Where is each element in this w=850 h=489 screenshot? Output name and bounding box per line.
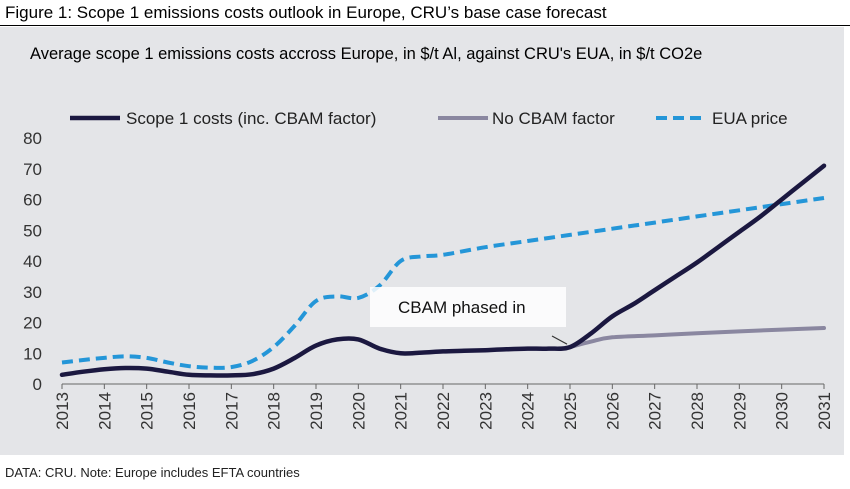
figure-title: Figure 1: Scope 1 emissions costs outloo… bbox=[5, 3, 607, 22]
x-tick-label: 2016 bbox=[180, 392, 199, 430]
x-tick-label: 2022 bbox=[434, 392, 453, 430]
chart-legend: Scope 1 costs (inc. CBAM factor) No CBAM … bbox=[70, 109, 788, 128]
legend-label-scope-1-costs-inc-cbam-factor: Scope 1 costs (inc. CBAM factor) bbox=[126, 109, 376, 128]
series-line-scope-1-costs-inc-cbam-factor bbox=[59, 163, 827, 378]
x-tick-label: 2017 bbox=[222, 392, 241, 430]
source-note: DATA: CRU. Note: Europe includes EFTA co… bbox=[5, 465, 300, 480]
x-tick-label: 2028 bbox=[688, 392, 707, 430]
annotation-pointer bbox=[551, 335, 568, 345]
y-tick-label: 50 bbox=[23, 221, 42, 240]
x-tick-label: 2025 bbox=[561, 392, 580, 430]
x-tick-label: 2020 bbox=[349, 392, 368, 430]
y-tick-label: 10 bbox=[23, 344, 42, 363]
y-tick-label: 30 bbox=[23, 283, 42, 302]
x-tick-label: 2031 bbox=[815, 392, 834, 430]
legend-label-eua-price: EUA price bbox=[712, 109, 788, 128]
y-tick-label: 70 bbox=[23, 160, 42, 179]
annotation-cbam-phased-in: CBAM phased in bbox=[398, 298, 526, 317]
x-tick-label: 2029 bbox=[730, 392, 749, 430]
chart-series bbox=[59, 163, 827, 378]
x-tick-label: 2015 bbox=[138, 392, 157, 430]
y-tick-label: 60 bbox=[23, 191, 42, 210]
x-tick-label: 2019 bbox=[307, 392, 326, 430]
x-tick-label: 2021 bbox=[392, 392, 411, 430]
x-tick-label: 2030 bbox=[773, 392, 792, 430]
y-tick-label: 80 bbox=[23, 129, 42, 148]
x-tick-label: 2026 bbox=[603, 392, 622, 430]
figure-title-rule bbox=[0, 25, 850, 26]
series-line-eua-price bbox=[61, 196, 825, 370]
x-tick-label: 2024 bbox=[519, 392, 538, 430]
x-tick-label: 2018 bbox=[265, 392, 284, 430]
x-tick-label: 2014 bbox=[95, 392, 114, 430]
y-tick-label: 40 bbox=[23, 252, 42, 271]
chart-annotations: CBAM phased in bbox=[370, 287, 568, 345]
x-tick-label: 2023 bbox=[476, 392, 495, 430]
annotation-box bbox=[370, 287, 566, 327]
legend-label-no-cbam-factor: No CBAM factor bbox=[492, 109, 615, 128]
x-tick-label: 2013 bbox=[53, 392, 72, 430]
y-tick-label: 20 bbox=[23, 314, 42, 333]
x-tick-label: 2027 bbox=[646, 392, 665, 430]
chart-title: Average scope 1 emissions costs accross … bbox=[30, 45, 703, 63]
series-line-no-cbam-factor bbox=[568, 326, 826, 350]
y-tick-label: 0 bbox=[33, 375, 42, 394]
